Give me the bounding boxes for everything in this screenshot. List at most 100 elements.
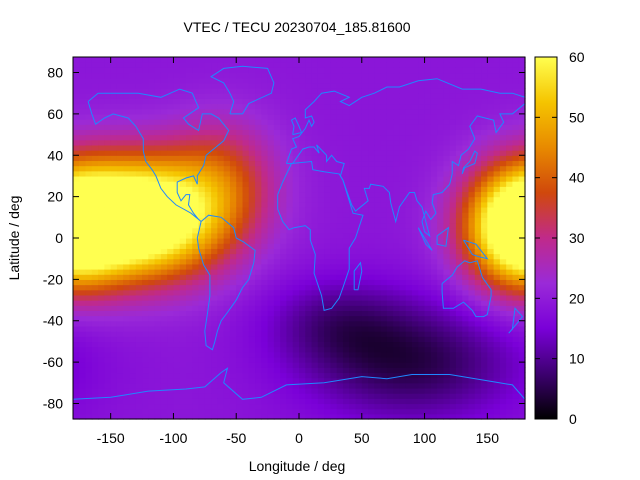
heatmap-cell (455, 325, 463, 332)
heatmap-cell (129, 232, 137, 239)
heatmap-cell (418, 82, 426, 89)
heatmap-cell (437, 175, 444, 182)
heatmap-cell (267, 341, 275, 348)
heatmap-cell (110, 103, 118, 110)
heatmap-cell (73, 150, 80, 156)
heatmap-cell (499, 315, 507, 322)
heatmap-cell (255, 372, 262, 379)
heatmap-cell (311, 346, 319, 353)
heatmap-cell (85, 403, 93, 410)
heatmap-cell (129, 227, 137, 234)
heatmap-cell (85, 413, 93, 420)
heatmap-cell (412, 170, 419, 177)
heatmap-cell (261, 222, 269, 229)
heatmap-cell (123, 243, 131, 249)
heatmap-cell (116, 253, 124, 260)
heatmap-cell (374, 88, 382, 94)
heatmap-cell (399, 351, 407, 358)
heatmap-cell (248, 72, 256, 79)
heatmap-cell (386, 305, 394, 311)
heatmap-cell (506, 393, 514, 399)
heatmap-cell (487, 243, 495, 249)
heatmap-cell (506, 155, 514, 162)
heatmap-cell (499, 160, 507, 167)
heatmap-cell (98, 119, 105, 125)
heatmap-cell (192, 320, 200, 327)
heatmap-cell (305, 212, 313, 218)
heatmap-cell (449, 367, 457, 374)
heatmap-cell (474, 393, 482, 399)
heatmap-cell (160, 88, 168, 94)
heatmap-cell (110, 372, 118, 379)
heatmap-cell (286, 201, 294, 208)
heatmap-cell (236, 196, 244, 203)
heatmap-cell (449, 170, 457, 177)
heatmap-cell (474, 134, 482, 141)
heatmap-cell (330, 408, 338, 415)
heatmap-cell (242, 382, 250, 389)
heatmap-cell (204, 119, 212, 125)
heatmap-cell (280, 362, 288, 368)
heatmap-cell (255, 124, 262, 130)
heatmap-cell (412, 300, 419, 306)
heatmap-cell (462, 181, 470, 187)
heatmap-cell (506, 191, 514, 198)
heatmap-cell (154, 408, 162, 415)
heatmap-cell (506, 253, 514, 260)
heatmap-cell (142, 413, 149, 420)
heatmap-cell (242, 57, 250, 63)
heatmap-cell (430, 186, 438, 193)
heatmap-cell (198, 88, 206, 94)
heatmap-cell (142, 82, 149, 89)
heatmap-cell (512, 175, 520, 182)
heatmap-cell (273, 243, 281, 249)
heatmap-cell (179, 227, 187, 234)
heatmap-cell (386, 398, 394, 405)
heatmap-cell (437, 170, 444, 177)
heatmap-cell (129, 253, 137, 260)
heatmap-cell (135, 341, 143, 348)
heatmap-cell (424, 67, 432, 74)
heatmap-cell (468, 113, 476, 120)
heatmap-cell (311, 72, 319, 79)
heatmap-cell (79, 346, 87, 353)
heatmap-cell (129, 377, 137, 384)
heatmap-cell (167, 217, 175, 224)
heatmap-cell (336, 201, 344, 208)
heatmap-cell (98, 144, 105, 151)
heatmap-cell (98, 238, 105, 244)
heatmap-cell (110, 124, 118, 130)
heatmap-cell (481, 398, 488, 405)
heatmap-cell (123, 139, 131, 146)
heatmap-cell (368, 372, 375, 379)
heatmap-cell (311, 108, 319, 115)
heatmap-cell (449, 310, 457, 317)
heatmap-cell (110, 274, 118, 280)
heatmap-cell (324, 372, 331, 379)
heatmap-cell (292, 175, 300, 182)
heatmap-cell (292, 206, 300, 213)
heatmap-cell (292, 341, 300, 348)
heatmap-cell (342, 367, 350, 374)
heatmap-cell (317, 289, 325, 296)
heatmap-cell (248, 248, 256, 255)
heatmap-cell (455, 181, 463, 187)
heatmap-cell (386, 191, 394, 198)
heatmap-cell (116, 181, 124, 187)
heatmap-cell (104, 232, 112, 239)
heatmap-cell (280, 263, 288, 270)
heatmap-cell (324, 403, 331, 410)
heatmap-cell (355, 72, 363, 79)
chart-title: VTEC / TECU 20230704_185.81600 (183, 19, 410, 35)
heatmap-cell (236, 248, 244, 255)
heatmap-cell (204, 108, 212, 115)
heatmap-cell (286, 72, 294, 79)
heatmap-cell (361, 191, 369, 198)
heatmap-cell (342, 124, 350, 130)
heatmap-cell (85, 134, 93, 141)
heatmap-cell (280, 134, 288, 141)
heatmap-cell (192, 227, 200, 234)
heatmap-cell (173, 119, 181, 125)
heatmap-cell (229, 103, 237, 110)
heatmap-cell (462, 222, 470, 229)
